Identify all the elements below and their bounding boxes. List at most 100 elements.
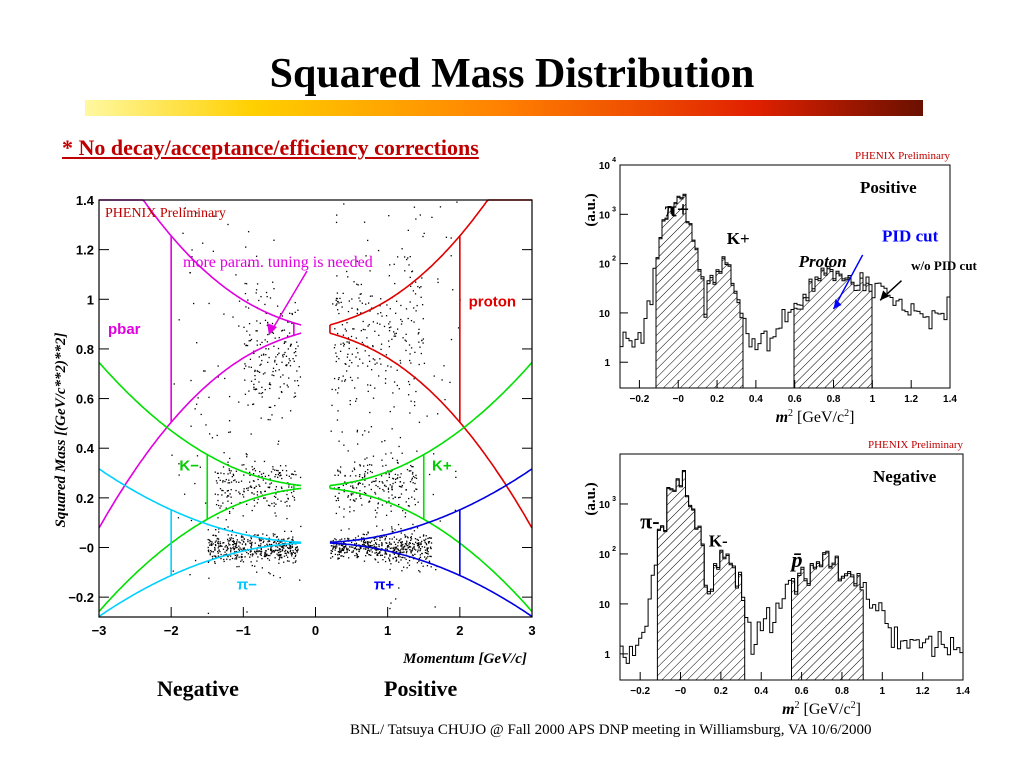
scatter-point [262, 354, 265, 356]
scatter-point [413, 206, 416, 208]
scatter-point [421, 546, 423, 548]
scatter-point [267, 554, 269, 557]
scatter-point [362, 362, 364, 364]
scatter-point [249, 554, 252, 556]
scatter-point [393, 406, 395, 408]
scatter-point [357, 483, 359, 486]
scatter-point [363, 544, 365, 546]
scatter-point [234, 479, 236, 481]
scatter-point [210, 540, 212, 543]
scatter-point [413, 545, 415, 548]
scatter-point [276, 546, 279, 548]
scatter-point [429, 537, 432, 539]
scatter-point [330, 540, 332, 542]
scatter-point [245, 468, 247, 470]
scatter-point [450, 255, 452, 257]
scatter-point [374, 359, 376, 361]
scatter-point [340, 551, 342, 554]
scatter-point [418, 546, 421, 548]
scatter-point [363, 221, 366, 223]
scatter-point [437, 413, 439, 415]
x-tick-label: 0.4 [754, 686, 768, 697]
scatter-point [260, 354, 263, 356]
scatter-point [345, 544, 347, 546]
scatter-point [233, 542, 236, 545]
scatter-point [276, 353, 279, 356]
scatter-point [380, 298, 382, 300]
scatter-point [353, 547, 355, 550]
scatter-point [264, 490, 266, 493]
scatter-point [419, 548, 422, 550]
scatter-point [342, 342, 344, 344]
scatter-point [449, 381, 451, 384]
scatter-point [395, 560, 397, 562]
scatter-point [405, 333, 407, 335]
scatter-point [369, 497, 372, 499]
scatter-point [349, 475, 352, 477]
scatter-point [271, 502, 273, 505]
scatter-point [266, 543, 268, 545]
scatter-point [396, 550, 398, 553]
scatter-point [356, 443, 359, 445]
pid-cut-curve [329, 468, 533, 544]
scatter-point [249, 540, 251, 542]
scatter-point [375, 484, 377, 487]
scatter-point [235, 542, 238, 544]
scatter-point [285, 465, 287, 467]
scatter-point [265, 482, 267, 484]
scatter-point [287, 538, 289, 540]
scatter-point [416, 488, 418, 491]
scatter-point [343, 343, 346, 345]
scatter-point [214, 493, 217, 495]
scatter-point [217, 477, 220, 479]
scatter-point [291, 539, 293, 541]
scatter-point [450, 237, 452, 239]
scatter-point [217, 494, 219, 496]
scatter-point [273, 495, 276, 498]
scatter-point [281, 315, 284, 317]
scatter-point [269, 505, 271, 507]
scatter-point [375, 549, 377, 551]
scatter-point [236, 541, 238, 543]
scatter-point [281, 354, 284, 356]
scatter-point [207, 561, 210, 563]
scatter-point [295, 550, 298, 552]
scatter-point [347, 450, 349, 452]
scatter-point [271, 414, 273, 416]
scatter-point [195, 403, 198, 405]
y-tick-label: 10 [599, 309, 611, 320]
scatter-point [238, 545, 240, 547]
scatter-point [283, 544, 285, 547]
scatter-point [361, 302, 363, 304]
scatter-point [209, 552, 211, 554]
scatter-point [260, 554, 262, 557]
scatter-point [227, 473, 229, 475]
scatter-point [364, 479, 366, 481]
scatter-point [244, 543, 247, 545]
scatter-point [365, 547, 367, 549]
scatter-point [222, 548, 225, 550]
scatter-point [336, 546, 338, 548]
scatter-point [366, 464, 369, 466]
scatter-point [378, 545, 380, 548]
scatter-point [296, 380, 299, 382]
scatter-point [408, 470, 411, 472]
scatter-point [418, 287, 421, 289]
scatter-point [372, 345, 374, 348]
scatter-point [331, 550, 333, 552]
scatter-point [339, 539, 341, 541]
scatter-point [291, 555, 293, 557]
scatter-point [398, 561, 400, 563]
scatter-point [215, 529, 217, 531]
scatter-point [217, 499, 219, 502]
scatter-point [345, 545, 347, 548]
scatter-point [338, 377, 340, 379]
scatter-point [391, 486, 393, 488]
scatter-point [416, 542, 418, 545]
scatter-point [406, 567, 408, 569]
scatter-point [377, 507, 379, 509]
scatter-point [337, 309, 339, 311]
scatter-point [343, 516, 345, 518]
y-tick-label: 10 [599, 500, 611, 511]
scatter-point [341, 431, 343, 433]
